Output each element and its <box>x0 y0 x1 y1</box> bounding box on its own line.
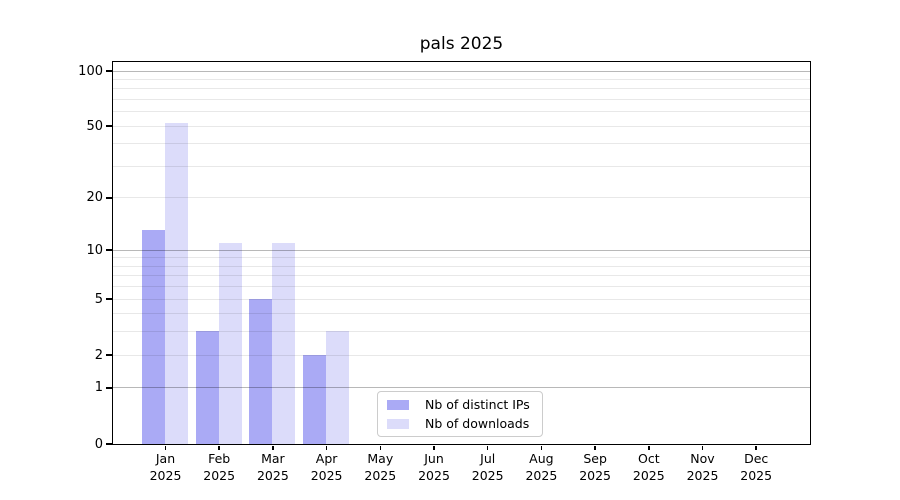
legend: Nb of distinct IPs Nb of downloads <box>377 391 543 437</box>
chart-title: pals 2025 <box>419 34 504 54</box>
gridline-decade <box>112 249 810 251</box>
gridline-minor <box>112 88 810 90</box>
y-tick-label: 2 <box>94 347 103 363</box>
gridline-minor <box>112 257 810 259</box>
x-axis-tick <box>433 445 435 450</box>
bar-downloads-jan <box>165 122 188 444</box>
y-axis-tick <box>105 197 112 199</box>
x-axis-tick <box>272 445 274 450</box>
x-tick-label: Aug 2025 <box>525 451 558 483</box>
x-axis-tick <box>701 445 704 450</box>
gridline-minor <box>112 265 810 267</box>
legend-label-distinct-ips: Nb of distinct IPs <box>425 396 530 412</box>
y-axis-tick <box>105 298 112 300</box>
x-tick-label: Jan 2025 <box>149 451 182 483</box>
plot-area <box>111 60 811 445</box>
y-tick-label: 0 <box>94 436 103 452</box>
gridline-decade <box>112 70 810 72</box>
bar-downloads-feb <box>218 242 242 444</box>
x-tick-label: Apr 2025 <box>310 451 343 483</box>
x-tick-label: Jul 2025 <box>471 451 504 483</box>
bar-downloads-apr <box>326 331 350 444</box>
gridline-minor <box>112 111 810 113</box>
y-tick-label: 5 <box>94 291 103 307</box>
x-axis-tick <box>325 445 328 450</box>
gridline-minor <box>112 165 810 167</box>
y-tick-label: 50 <box>86 118 103 134</box>
gridline-minor <box>112 143 810 145</box>
x-axis-tick <box>164 445 167 450</box>
x-axis-tick <box>486 445 489 450</box>
y-axis-tick <box>105 443 112 445</box>
legend-swatch-downloads <box>387 418 409 429</box>
y-axis-tick <box>105 125 112 127</box>
legend-item-distinct-ips: Nb of distinct IPs <box>387 397 533 413</box>
bar-distinct-ips-feb <box>195 331 219 444</box>
y-axis-tick <box>105 249 112 251</box>
x-axis-tick <box>218 445 220 450</box>
x-axis-tick <box>648 445 650 450</box>
x-axis-tick <box>540 445 543 450</box>
legend-swatch-distinct-ips <box>387 399 409 410</box>
gridline-minor <box>112 98 810 100</box>
y-tick-label: 1 <box>94 380 103 396</box>
x-tick-label: Feb 2025 <box>203 451 236 483</box>
x-tick-label: Sep 2025 <box>579 451 611 483</box>
gridline-minor <box>112 298 810 300</box>
x-axis-tick <box>594 445 596 450</box>
y-axis-tick <box>105 70 112 72</box>
gridline-minor <box>112 78 810 80</box>
gridline-minor <box>112 313 810 315</box>
legend-item-downloads: Nb of downloads <box>387 416 533 432</box>
x-tick-label: Jun 2025 <box>418 451 450 483</box>
bar-downloads-mar <box>272 242 296 444</box>
y-tick-label: 100 <box>78 63 103 79</box>
legend-label-downloads: Nb of downloads <box>425 415 530 431</box>
x-tick-label: Nov 2025 <box>686 451 719 483</box>
bar-distinct-ips-mar <box>249 298 273 444</box>
bar-distinct-ips-apr <box>303 354 327 444</box>
y-tick-label: 20 <box>86 190 103 206</box>
x-axis-tick <box>379 445 382 450</box>
gridline-minor <box>112 354 810 356</box>
gridline-minor <box>112 197 810 199</box>
y-tick-label: 10 <box>86 242 103 258</box>
bar-distinct-ips-jan <box>142 230 165 444</box>
gridline-decade <box>112 387 810 389</box>
gridline-minor <box>112 275 810 277</box>
y-axis-tick <box>105 354 112 356</box>
x-tick-label: Mar 2025 <box>256 451 289 483</box>
x-axis-tick <box>755 445 757 450</box>
x-tick-label: Oct 2025 <box>632 451 665 483</box>
x-tick-label: Dec 2025 <box>740 451 773 483</box>
gridline-minor <box>112 125 810 127</box>
gridline-minor <box>112 331 810 333</box>
gridline-minor <box>112 286 810 288</box>
x-tick-label: May 2025 <box>364 451 397 483</box>
y-axis-tick <box>105 387 112 389</box>
